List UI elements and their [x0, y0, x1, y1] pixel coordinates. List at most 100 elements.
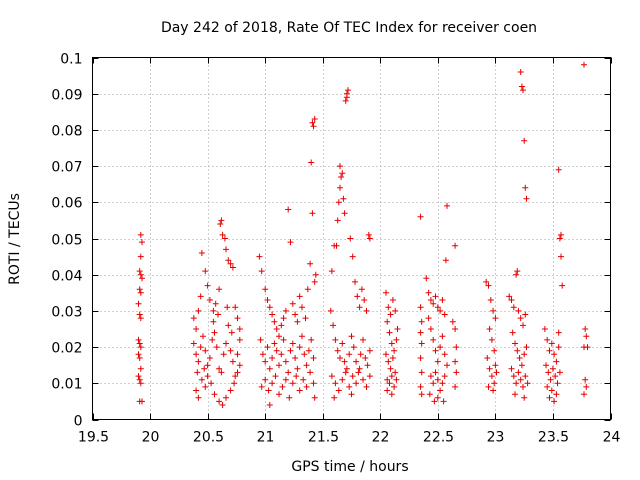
data-point [392, 369, 399, 376]
data-point [271, 318, 278, 325]
data-point [206, 297, 213, 303]
data-point [553, 358, 560, 365]
data-point [299, 333, 305, 340]
data-point [135, 300, 142, 307]
y-tick-label: 0 [74, 414, 83, 430]
data-point [262, 358, 269, 365]
data-point [509, 329, 516, 336]
data-point [216, 365, 223, 372]
data-point [353, 358, 360, 365]
data-point [265, 387, 272, 394]
data-point [198, 250, 205, 256]
data-point [384, 376, 391, 383]
data-point [515, 369, 522, 376]
data-point [299, 304, 305, 311]
data-point [520, 383, 526, 390]
data-point [430, 300, 437, 307]
data-point [545, 369, 552, 376]
data-point [523, 344, 530, 351]
x-tick-label: 20.5 [193, 430, 224, 446]
data-point [136, 376, 143, 383]
data-point [219, 231, 226, 238]
data-point [434, 358, 441, 365]
data-point [136, 311, 143, 318]
x-tick-label: 19.5 [78, 430, 109, 446]
data-point [582, 326, 589, 332]
data-point [484, 355, 491, 361]
data-point [385, 304, 392, 311]
data-point [521, 137, 528, 144]
data-point [218, 217, 225, 224]
data-point [492, 362, 499, 369]
data-point [386, 329, 393, 336]
data-point [195, 358, 202, 365]
data-point [258, 383, 265, 390]
data-point [225, 322, 232, 329]
data-point [234, 315, 241, 322]
data-point [508, 297, 515, 303]
data-point [294, 365, 301, 372]
data-point [211, 391, 218, 398]
data-point [385, 358, 392, 365]
data-point [551, 351, 558, 358]
data-point [337, 163, 343, 170]
data-point [223, 394, 229, 401]
y-tick-label: 0.06 [51, 196, 82, 212]
data-point [227, 387, 234, 394]
data-point [356, 365, 363, 372]
y-tick-label: 0.08 [51, 124, 82, 140]
x-tick-label: 23 [487, 430, 505, 446]
x-tick-label: 23.5 [538, 430, 569, 446]
data-point [552, 373, 559, 380]
data-point [304, 286, 311, 293]
data-point [491, 380, 498, 387]
data-point [384, 318, 391, 325]
data-point [517, 315, 524, 322]
data-point [333, 242, 340, 249]
data-point [426, 391, 433, 398]
data-point [444, 362, 450, 369]
data-point [432, 293, 439, 300]
data-point [432, 369, 439, 376]
data-point [581, 61, 587, 68]
data-point [558, 231, 564, 238]
data-point [276, 391, 282, 398]
data-point [232, 373, 239, 380]
data-point [342, 97, 349, 104]
grid [92, 57, 611, 420]
data-point [202, 347, 209, 354]
data-point [518, 83, 525, 90]
plot-frame [92, 57, 611, 420]
data-point [258, 268, 265, 275]
data-point [366, 347, 373, 354]
data-point [342, 369, 349, 376]
data-point [236, 336, 243, 343]
data-point [338, 174, 345, 180]
data-point [210, 318, 217, 325]
data-point [558, 253, 564, 260]
data-point [328, 373, 335, 380]
data-point [340, 195, 347, 202]
data-point [439, 333, 446, 340]
data-point [432, 347, 439, 354]
data-point [449, 318, 456, 325]
data-point [229, 358, 236, 365]
x-axis-label: GPS time / hours [291, 459, 408, 475]
data-point [541, 326, 548, 332]
y-tick-label: 0.07 [51, 160, 82, 176]
data-point [311, 116, 318, 122]
data-point [202, 383, 209, 390]
data-point [348, 391, 355, 398]
data-point [517, 69, 524, 75]
data-point [392, 307, 399, 314]
data-point [204, 282, 211, 289]
data-point [193, 387, 200, 394]
data-point [437, 387, 444, 394]
data-point [386, 380, 393, 387]
data-point [427, 297, 434, 303]
data-point [485, 383, 492, 390]
data-point [506, 293, 513, 300]
data-point [366, 235, 373, 242]
x-tick-label: 22.5 [423, 430, 454, 446]
data-point [346, 383, 353, 390]
